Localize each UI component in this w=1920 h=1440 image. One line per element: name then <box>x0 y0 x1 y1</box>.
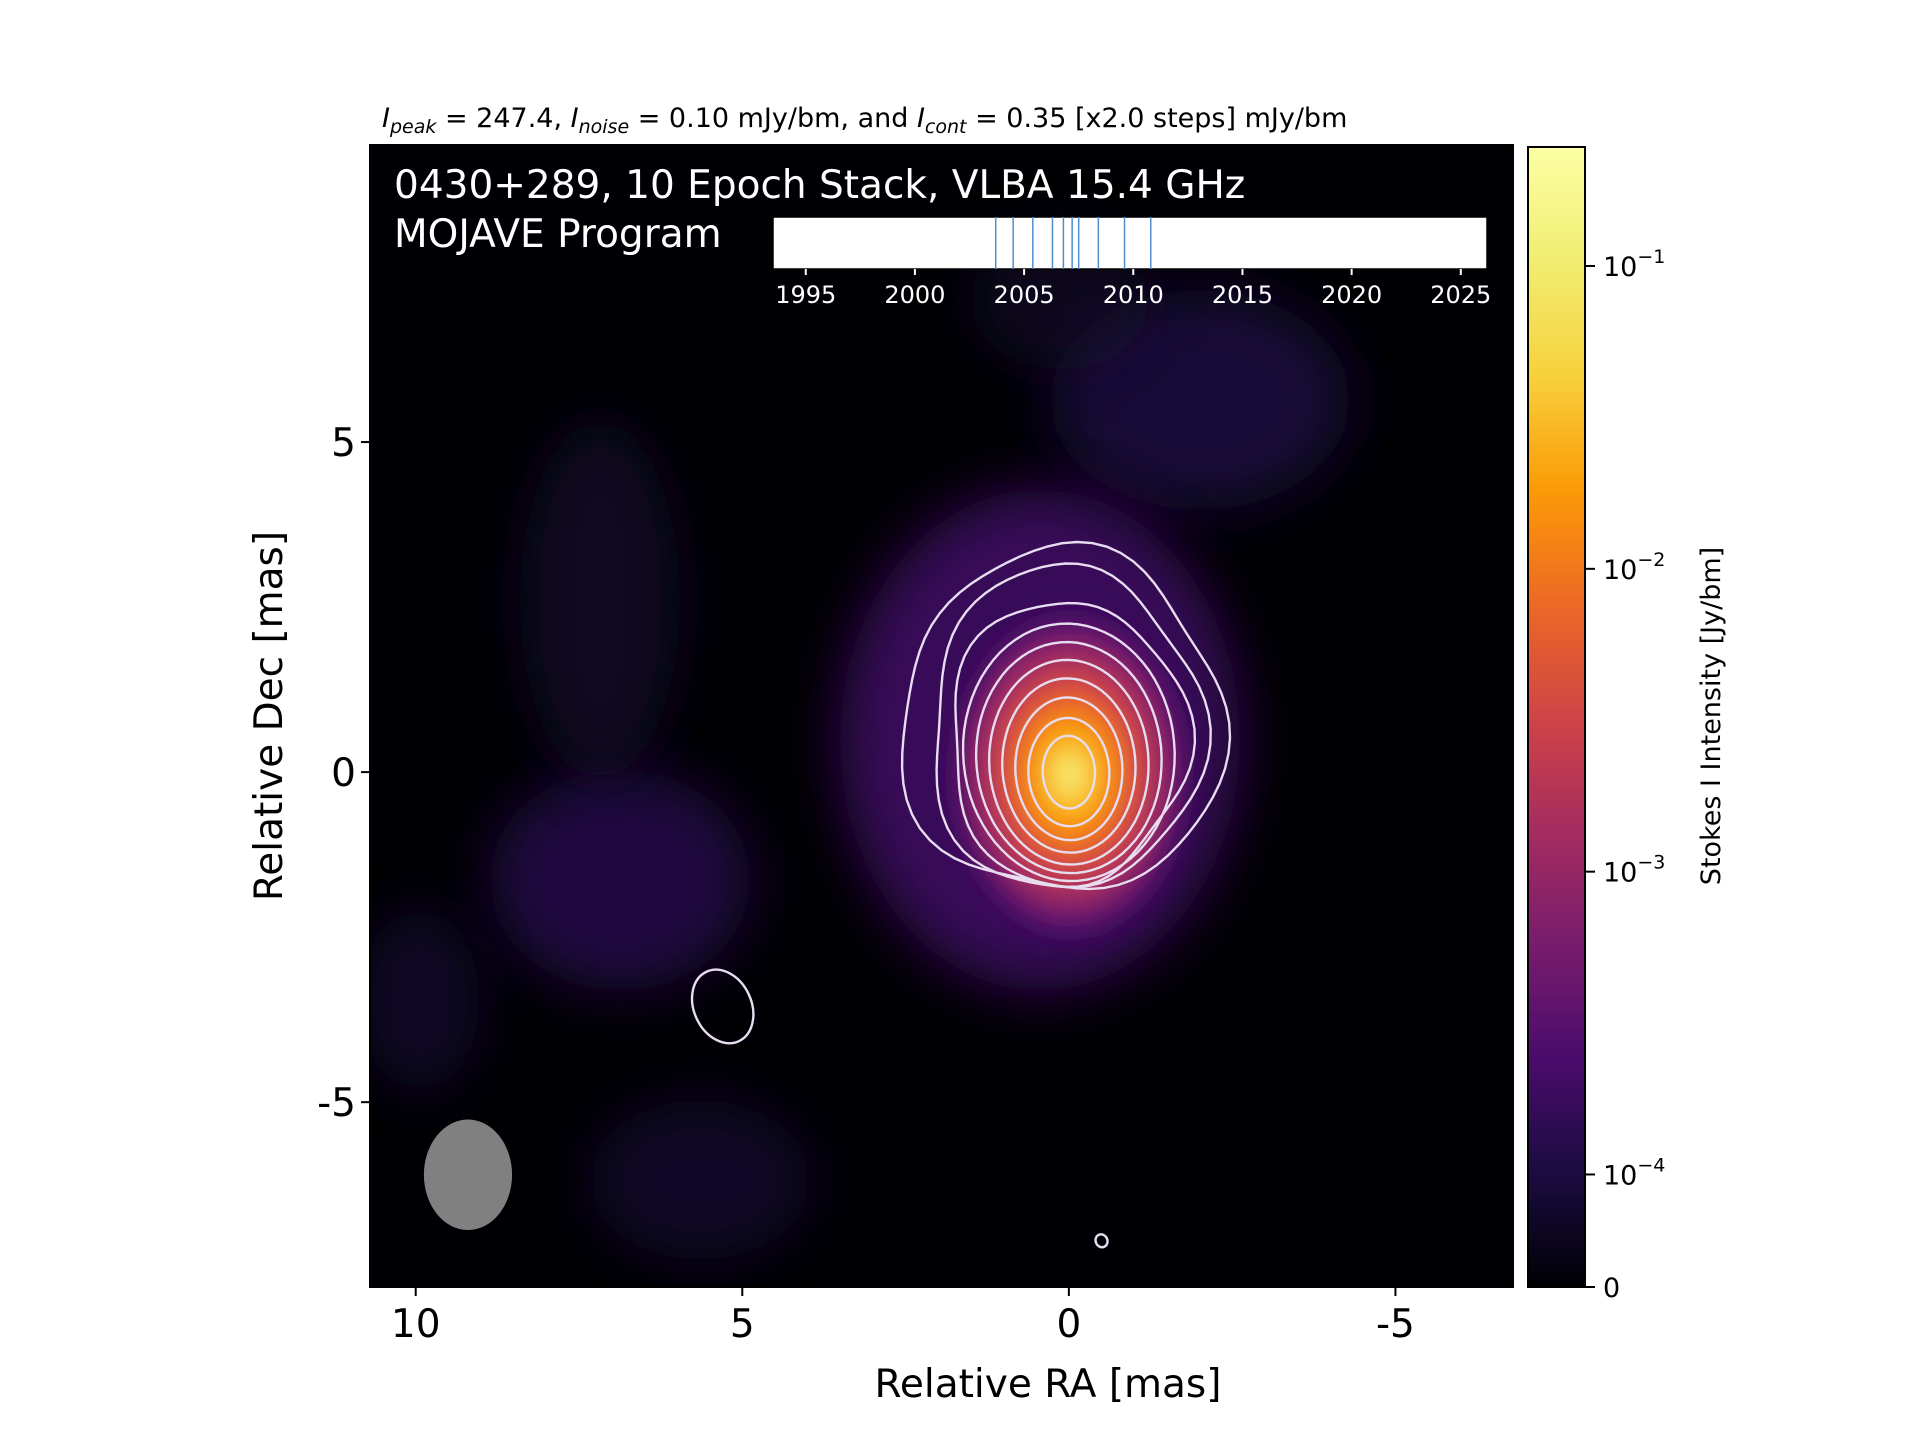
title-noise-value: = 0.10 mJy/bm, and <box>629 103 917 134</box>
timeline-tick-label: 2010 <box>1103 281 1164 309</box>
contour-level-4 <box>961 622 1176 883</box>
beam-ellipse <box>423 1119 513 1231</box>
x-tick-label: 0 <box>1056 1302 1081 1347</box>
axes: 10 5 0 -5 5 0 -5 <box>317 421 1415 1347</box>
title-noise-symbol: I <box>571 103 579 134</box>
y-axis-label: Relative Dec [mas] <box>247 531 292 901</box>
x-tick-label: 5 <box>730 1302 755 1347</box>
x-tick-label: 10 <box>391 1302 441 1347</box>
contour-level-8 <box>1014 696 1124 842</box>
source-title: 0430+289, 10 Epoch Stack, VLBA 15.4 GHz <box>394 163 1245 208</box>
diffuse-emission <box>370 230 1350 1260</box>
title-peak-symbol: I <box>382 103 390 134</box>
timeline-tick-label: 2005 <box>994 281 1055 309</box>
title-cont-subscript: cont <box>925 116 968 138</box>
isolated-contour <box>1094 1233 1109 1249</box>
timeline-tick-label: 2000 <box>884 281 945 309</box>
contour-level-5 <box>974 640 1163 875</box>
colorbar-tick-label: 10−4 <box>1603 1154 1665 1191</box>
contour-level-6 <box>987 658 1150 866</box>
timeline-tick-label: 2025 <box>1430 281 1491 309</box>
diffuse-blob <box>490 770 750 990</box>
timeline-box <box>772 216 1488 270</box>
contour-level-2 <box>935 562 1212 889</box>
colorbar-tick-label: 10−2 <box>1603 549 1665 586</box>
x-axis-label: Relative RA [mas] <box>875 1362 1222 1407</box>
title-cont-symbol: I <box>917 103 925 134</box>
diffuse-blob <box>370 910 480 1090</box>
y-tick-label: -5 <box>317 1081 356 1126</box>
y-tick-label: 0 <box>331 751 356 796</box>
epoch-timeline: 1995 2000 2005 2010 2015 2020 2025 <box>772 216 1491 309</box>
x-tick-label: -5 <box>1376 1302 1415 1347</box>
contour-level-1 <box>900 540 1232 891</box>
title-cont-value: = 0.35 [x2.0 steps] mJy/bm <box>966 103 1347 134</box>
title-peak-subscript: peak <box>389 116 437 138</box>
timeline-tick-label: 2015 <box>1212 281 1273 309</box>
colorbar-tick-label: 0 <box>1603 1273 1620 1304</box>
timeline-tick-label: 1995 <box>775 281 836 309</box>
title-noise-subscript: noise <box>579 116 630 138</box>
colorbar-gradient <box>1527 146 1586 1288</box>
contour-level-7 <box>1000 677 1137 854</box>
image-frame <box>369 144 1514 1288</box>
contour-level-9 <box>1027 716 1111 828</box>
contour-set <box>690 540 1232 1249</box>
isolated-contour <box>690 968 755 1045</box>
contour-level-10 <box>1041 734 1097 810</box>
image-panel <box>369 144 1514 1288</box>
program-title: MOJAVE Program <box>394 212 722 257</box>
diffuse-blob <box>520 420 680 780</box>
diffuse-blob <box>590 1100 810 1260</box>
y-tick-label: 5 <box>331 421 356 466</box>
timeline-tick-label: 2020 <box>1321 281 1382 309</box>
title-peak-value: = 247.4, <box>436 103 570 134</box>
colorbar: 10−1 10−2 10−3 10−4 0 <box>1527 146 1665 1304</box>
colorbar-tick-label: 10−1 <box>1603 246 1665 283</box>
source-core <box>945 605 1195 945</box>
colorbar-tick-label: 10−3 <box>1603 852 1665 889</box>
colorbar-label: Stokes I Intensity [Jy/bm] <box>1696 547 1727 885</box>
chart-title: Ipeak = 247.4, Inoise = 0.10 mJy/bm, and… <box>382 103 1347 138</box>
